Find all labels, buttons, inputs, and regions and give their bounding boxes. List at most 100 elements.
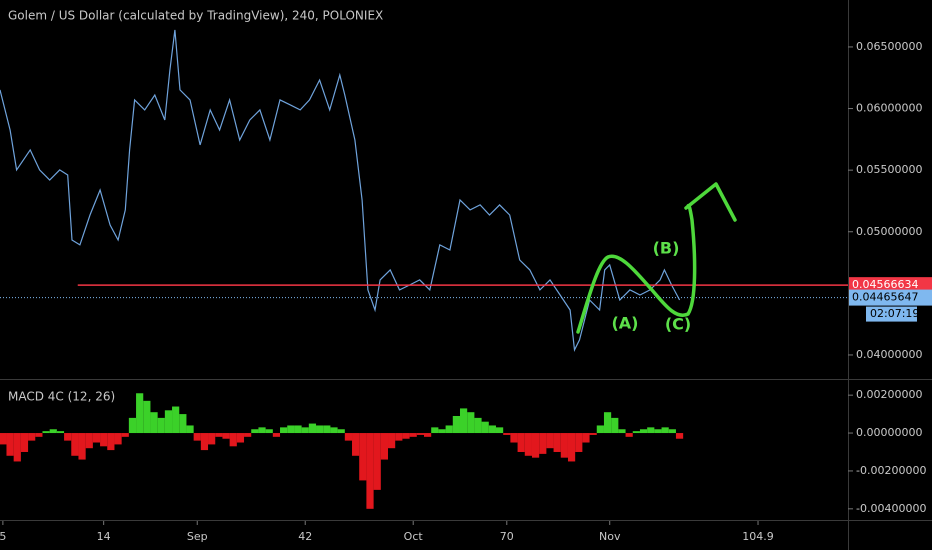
histogram-bar bbox=[611, 417, 619, 434]
histogram-bar bbox=[524, 433, 532, 456]
histogram-bar bbox=[143, 400, 151, 434]
histogram-bar bbox=[157, 417, 165, 434]
countdown-tag bbox=[866, 306, 917, 322]
histogram-bar bbox=[258, 427, 266, 434]
histogram-bar bbox=[445, 425, 453, 434]
macd-title: MACD 4C (12, 26) bbox=[8, 390, 115, 404]
x-tick-label: Sep bbox=[187, 530, 208, 543]
histogram-bar bbox=[330, 427, 338, 434]
histogram-bar bbox=[388, 433, 396, 449]
chart-title: Golem / US Dollar (calculated by Trading… bbox=[8, 9, 383, 23]
histogram-bar bbox=[28, 433, 36, 441]
histogram-bar bbox=[431, 427, 439, 434]
histogram-bar bbox=[13, 433, 21, 462]
last-price-label: 0.04465647 bbox=[852, 291, 918, 304]
histogram-bar bbox=[215, 433, 223, 437]
histogram-bar bbox=[200, 433, 209, 451]
x-tick-label: 14 bbox=[97, 530, 111, 543]
annotation: (B) bbox=[653, 239, 680, 258]
histogram-bar bbox=[316, 425, 324, 434]
histogram-bar bbox=[416, 433, 424, 435]
histogram-bar bbox=[647, 427, 655, 434]
histogram-bar bbox=[85, 433, 93, 449]
histogram-bar bbox=[308, 423, 317, 434]
histogram-bar bbox=[546, 433, 554, 449]
histogram-bar bbox=[42, 431, 50, 434]
y-tick-label: 0.00000000 bbox=[856, 426, 922, 439]
histogram-bar bbox=[654, 429, 662, 434]
x-tick-label: Nov bbox=[599, 530, 621, 543]
histogram-bar bbox=[366, 433, 374, 509]
histogram-bar bbox=[359, 433, 367, 481]
histogram-bar bbox=[121, 433, 129, 437]
histogram-bar bbox=[438, 429, 446, 434]
histogram-bar bbox=[344, 433, 353, 441]
y-tick-label: 0.06000000 bbox=[856, 102, 922, 115]
histogram-bar bbox=[625, 433, 633, 437]
histogram-bar bbox=[244, 433, 252, 437]
histogram-bar bbox=[78, 433, 86, 460]
histogram-bar bbox=[582, 433, 590, 443]
x-tick-label: 42 bbox=[298, 530, 312, 543]
x-tick-label: 5 bbox=[0, 530, 6, 543]
histogram-bar bbox=[668, 429, 676, 434]
histogram-bar bbox=[323, 425, 331, 434]
histogram-bar bbox=[6, 433, 14, 456]
histogram-bar bbox=[0, 433, 7, 445]
histogram-bar bbox=[71, 433, 79, 456]
annotation: (C) bbox=[665, 315, 691, 334]
histogram-bar bbox=[337, 429, 345, 434]
histogram-bar bbox=[186, 425, 194, 434]
histogram-bar bbox=[639, 429, 648, 434]
histogram-bar bbox=[222, 433, 230, 439]
y-tick-label: 0.05000000 bbox=[856, 225, 922, 238]
histogram-bar bbox=[661, 427, 669, 434]
price-line bbox=[0, 29, 681, 352]
histogram-bar bbox=[280, 427, 288, 434]
histogram-bar bbox=[603, 412, 612, 434]
histogram-bar bbox=[64, 433, 72, 441]
histogram-bar bbox=[539, 433, 547, 454]
histogram-bar bbox=[272, 433, 281, 437]
histogram-bar bbox=[380, 433, 389, 460]
histogram-bar bbox=[100, 433, 108, 447]
histogram-bar bbox=[575, 433, 583, 452]
countdown-label: 02:07:19 bbox=[870, 307, 919, 320]
histogram-bar bbox=[495, 427, 504, 434]
histogram-bar bbox=[452, 415, 460, 434]
histogram-bar bbox=[172, 406, 180, 434]
y-tick-label: -0.00400000 bbox=[856, 502, 926, 515]
histogram-bar bbox=[510, 433, 518, 443]
y-tick-label: 0.06500000 bbox=[856, 40, 922, 53]
histogram-bar bbox=[467, 412, 475, 434]
histogram-bar bbox=[402, 433, 410, 439]
y-tick-label: -0.00200000 bbox=[856, 464, 926, 477]
histogram-bar bbox=[193, 433, 201, 441]
histogram-bar bbox=[114, 433, 122, 445]
histogram-bar bbox=[92, 433, 101, 443]
histogram-bar bbox=[481, 421, 489, 434]
histogram-bar bbox=[567, 433, 576, 462]
histogram-bar bbox=[236, 433, 245, 443]
histogram-bar bbox=[531, 433, 540, 458]
histogram-bar bbox=[20, 433, 29, 452]
histogram-bar bbox=[503, 433, 511, 435]
annotation: (A) bbox=[611, 314, 638, 333]
histogram-bar bbox=[107, 433, 115, 451]
histogram-bar bbox=[49, 429, 57, 434]
x-tick-label: 104.9 bbox=[742, 530, 774, 543]
histogram-bar bbox=[287, 425, 295, 434]
last-price-tag bbox=[849, 289, 932, 306]
histogram-bar bbox=[596, 425, 604, 434]
y-tick-label: 0.00200000 bbox=[856, 388, 922, 401]
x-tick-label: 70 bbox=[500, 530, 514, 543]
histogram-bar bbox=[517, 433, 525, 452]
histogram-bar bbox=[56, 431, 65, 434]
histogram-bar bbox=[459, 408, 468, 434]
histogram-bar bbox=[560, 433, 568, 458]
price-tag bbox=[849, 277, 932, 294]
histogram-bar bbox=[675, 433, 684, 439]
histogram-bar bbox=[373, 433, 381, 490]
